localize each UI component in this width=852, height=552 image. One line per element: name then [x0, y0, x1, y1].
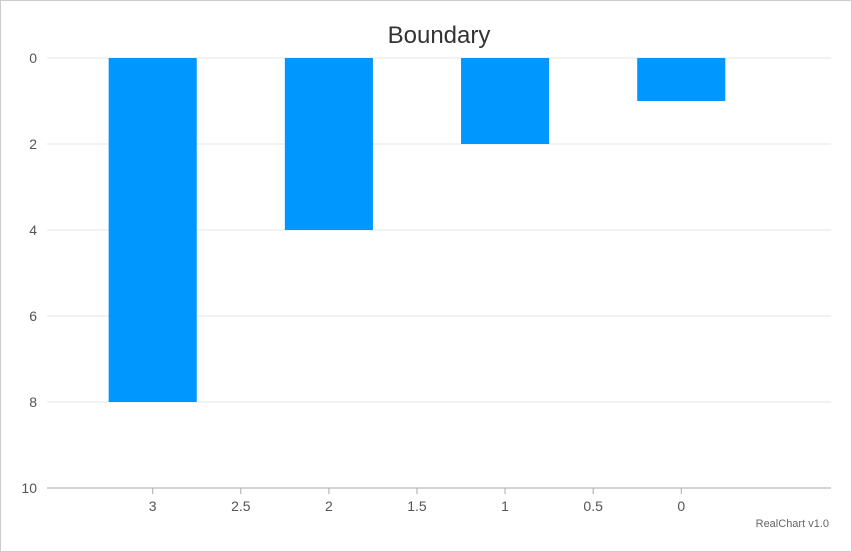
x-axis: 3 2.5 2 1.5 1 0.5 0 — [47, 487, 831, 514]
x-tick-label-0: 3 — [149, 498, 157, 514]
y-tick-label-5: 10 — [21, 480, 37, 496]
bar-0[interactable] — [108, 58, 197, 402]
y-tick-label-0: 0 — [29, 50, 37, 66]
bar-1[interactable] — [284, 58, 373, 230]
y-tick-label-3: 6 — [29, 308, 37, 324]
y-tick-label-1: 2 — [29, 136, 37, 152]
x-tick-label-3: 1.5 — [407, 498, 427, 514]
x-tick-label-4: 1 — [501, 498, 509, 514]
bar-3[interactable] — [637, 58, 726, 101]
y-tick-label-4: 8 — [29, 394, 37, 410]
y-tick-label-2: 4 — [29, 222, 37, 238]
x-tick-label-6: 0 — [677, 498, 685, 514]
x-tick-label-2: 2 — [325, 498, 333, 514]
x-tick-label-1: 2.5 — [231, 498, 251, 514]
bar-series — [108, 58, 726, 402]
chart-title: Boundary — [388, 22, 491, 49]
credit-label[interactable]: RealChart v1.0 — [756, 518, 829, 530]
x-tick-label-5: 0.5 — [583, 498, 603, 514]
bar-2[interactable] — [461, 58, 550, 144]
y-axis-labels: 0 2 4 6 8 10 — [21, 50, 37, 496]
